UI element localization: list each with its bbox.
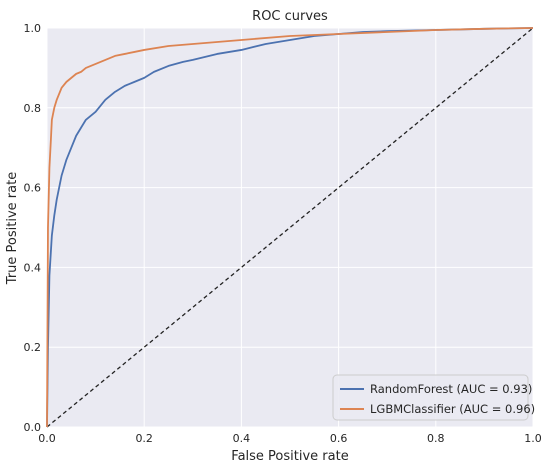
grid <box>46 27 534 428</box>
x-axis-title: False Positive rate <box>231 449 348 464</box>
y-tick-label: 0.0 <box>24 421 42 434</box>
series-line-lgbmclassifier <box>46 27 534 428</box>
y-axis-title: True Positive rate <box>5 172 20 285</box>
x-axis: 0.0 0.2 0.4 0.6 0.8 1.0 <box>38 432 542 445</box>
x-tick-label: 0.8 <box>427 432 445 445</box>
legend-label-randomforest: RandomForest (AUC = 0.93) <box>370 382 532 396</box>
x-tick-label: 0.4 <box>233 432 251 445</box>
legend-label-lgbmclassifier: LGBMClassifier (AUC = 0.96) <box>370 402 535 416</box>
x-tick-label: 0.2 <box>135 432 153 445</box>
y-tick-label: 1.0 <box>24 22 42 35</box>
series-lines <box>46 27 534 428</box>
plot-area <box>47 28 533 427</box>
y-tick-label: 0.8 <box>24 102 42 115</box>
x-tick-label: 0.0 <box>38 432 56 445</box>
y-axis: 0.0 0.2 0.4 0.6 0.8 1.0 <box>24 22 42 434</box>
y-tick-label: 0.4 <box>24 261 42 274</box>
y-tick-label: 0.2 <box>24 341 42 354</box>
chart-title: ROC curves <box>252 9 328 24</box>
legend: RandomForest (AUC = 0.93) LGBMClassifier… <box>332 374 535 421</box>
x-tick-label: 0.6 <box>330 432 348 445</box>
y-tick-label: 0.6 <box>24 182 42 195</box>
legend-box <box>332 374 529 421</box>
x-tick-label: 1.0 <box>524 432 542 445</box>
